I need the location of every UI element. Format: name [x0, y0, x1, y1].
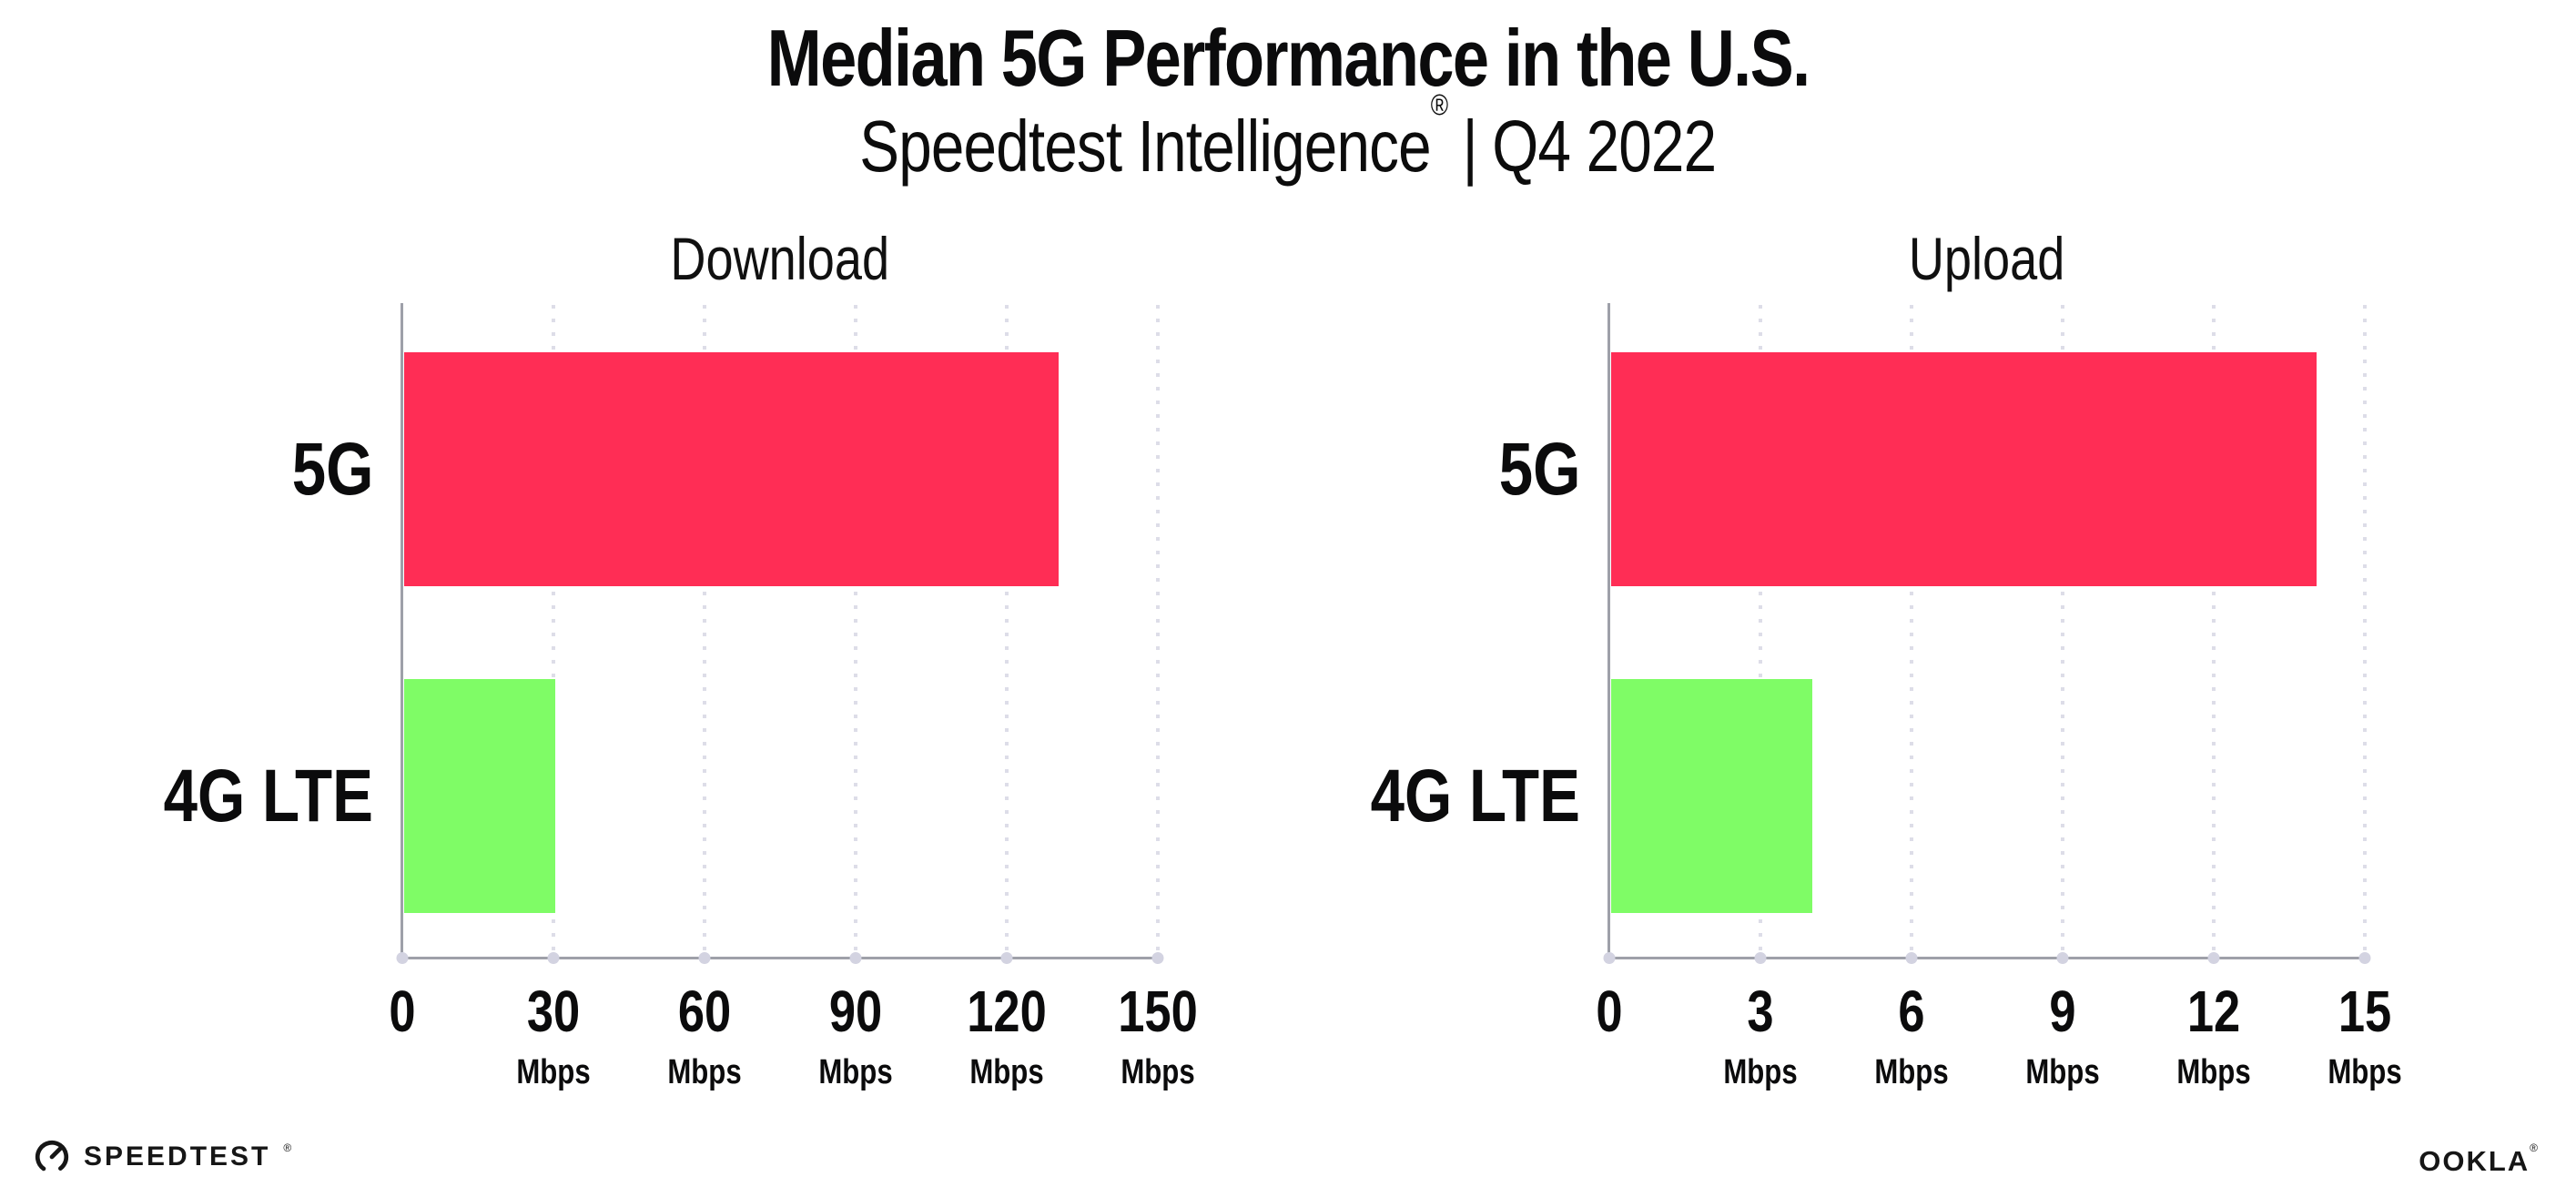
x-tick-unit: Mbps: [1874, 1053, 1949, 1091]
x-axis-tick: 3 Mbps: [1715, 982, 1805, 1090]
x-tick-value: 0: [1596, 979, 1623, 1044]
category-label-5g: 5G: [1481, 427, 1580, 511]
gridline: [2212, 305, 2216, 957]
category-label-text: 4G LTE: [1370, 754, 1580, 837]
upload-chart-title-text: Upload: [1909, 225, 2065, 292]
axis-tick-dot: [1754, 952, 1767, 964]
page-title: Median 5G Performance in the U.S.: [0, 0, 2576, 101]
gridline: [2363, 305, 2367, 957]
download-chart: Download 0 30 Mbps 60 Mbps 90 Mbps 120 Mbps 150 Mb…: [164, 228, 1198, 1090]
gridline: [1759, 305, 1762, 957]
page-subtitle: Speedtest Intelligence® | Q4 2022: [0, 89, 2576, 188]
x-tick-unit: Mbps: [2328, 1053, 2402, 1091]
x-axis-tick: 120 Mbps: [958, 982, 1056, 1090]
x-axis-tick: 6 Mbps: [1866, 982, 1956, 1090]
gridline: [2061, 305, 2064, 957]
x-tick-value: 9: [2049, 979, 2076, 1044]
category-label-text: 5G: [291, 427, 373, 511]
ookla-logo: OOKLA®: [2419, 1141, 2540, 1178]
axis-tick-dot: [2207, 952, 2220, 964]
x-tick-value: 6: [1898, 979, 1925, 1044]
gridline: [1156, 305, 1160, 957]
gridline: [854, 305, 857, 957]
x-tick-unit: Mbps: [667, 1053, 742, 1091]
speedtest-reg-mark: ®: [283, 1141, 292, 1154]
category-label-text: 4G LTE: [163, 754, 373, 837]
axis-tick-dot: [2358, 952, 2371, 964]
subtitle-period: Q4 2022: [1492, 106, 1718, 188]
x-tick-unit: Mbps: [1121, 1053, 1195, 1091]
x-tick-unit: Mbps: [2025, 1053, 2100, 1091]
x-axis-tick: 150 Mbps: [1110, 982, 1207, 1090]
x-tick-value: 30: [526, 979, 581, 1044]
bar-5g: [404, 352, 1060, 586]
x-tick-unit: Mbps: [516, 1053, 591, 1091]
axis-tick-dot: [1151, 952, 1164, 964]
x-axis-tick: 30 Mbps: [508, 982, 598, 1090]
category-label-5g: 5G: [274, 427, 373, 511]
speedtest-gauge-icon: [35, 1140, 69, 1174]
category-label-4g-lte: 4G LTE: [1324, 754, 1580, 837]
x-axis-tick: 15 Mbps: [2319, 982, 2409, 1090]
axis-tick-dot: [1000, 952, 1013, 964]
page-subtitle-text: Speedtest Intelligence® | Q4 2022: [859, 89, 1718, 188]
download-chart-title-text: Download: [670, 225, 890, 292]
axis-tick-dot: [849, 952, 862, 964]
registered-trademark-mark: ®: [1431, 88, 1448, 122]
x-axis-tick: 0: [386, 982, 419, 1040]
x-axis-tick: 90 Mbps: [810, 982, 900, 1090]
bar-4g-lte: [404, 679, 555, 913]
x-tick-unit: Mbps: [969, 1053, 1044, 1091]
x-tick-unit: Mbps: [1723, 1053, 1798, 1091]
x-tick-value: 0: [389, 979, 416, 1044]
header: Median 5G Performance in the U.S. Speedt…: [0, 0, 2576, 187]
gridline: [703, 305, 706, 957]
gridline: [1910, 305, 1913, 957]
x-tick-value: 3: [1747, 979, 1774, 1044]
axis-tick-dot: [698, 952, 711, 964]
x-tick-value: 12: [2186, 979, 2241, 1044]
speedtest-wordmark: SPEEDTEST: [84, 1141, 271, 1172]
axis-tick-dot: [1603, 952, 1616, 964]
axis-tick-dot: [2056, 952, 2069, 964]
x-tick-value: 120: [967, 979, 1047, 1044]
bar-4g-lte: [1611, 679, 1813, 913]
x-axis-tick: 60 Mbps: [659, 982, 749, 1090]
download-chart-title: Download: [402, 228, 1158, 289]
subtitle-brand: Speedtest Intelligence: [859, 106, 1432, 188]
ookla-wordmark: OOKLA: [2419, 1145, 2530, 1177]
ookla-reg-mark: ®: [2530, 1141, 2540, 1154]
x-axis-tick: 0: [1593, 982, 1626, 1040]
x-tick-value: 15: [2338, 979, 2392, 1044]
category-label-text: 5G: [1498, 427, 1580, 511]
page-title-text: Median 5G Performance in the U.S.: [766, 13, 1810, 103]
bar-5g: [1611, 352, 2317, 586]
axis-tick-dot: [396, 952, 409, 964]
axis-tick-dot: [547, 952, 560, 964]
upload-chart: Upload 0 3 Mbps 6 Mbps 9 Mbps 12 Mbps 15 Mbps 5G 4G …: [1371, 228, 2402, 1090]
x-axis-tick: 12 Mbps: [2168, 982, 2258, 1090]
x-tick-value: 90: [828, 979, 883, 1044]
axis-tick-dot: [1905, 952, 1918, 964]
speedtest-logo: SPEEDTEST ®: [33, 1138, 291, 1176]
x-axis-tick: 9 Mbps: [2017, 982, 2107, 1090]
x-tick-unit: Mbps: [2176, 1053, 2251, 1091]
category-label-4g-lte: 4G LTE: [117, 754, 373, 837]
gridline: [1005, 305, 1009, 957]
x-tick-value: 60: [677, 979, 732, 1044]
x-tick-unit: Mbps: [818, 1053, 893, 1091]
upload-chart-title: Upload: [1609, 228, 2365, 289]
x-tick-value: 150: [1118, 979, 1198, 1044]
subtitle-separator: |: [1462, 106, 1478, 188]
gridline: [552, 305, 555, 957]
